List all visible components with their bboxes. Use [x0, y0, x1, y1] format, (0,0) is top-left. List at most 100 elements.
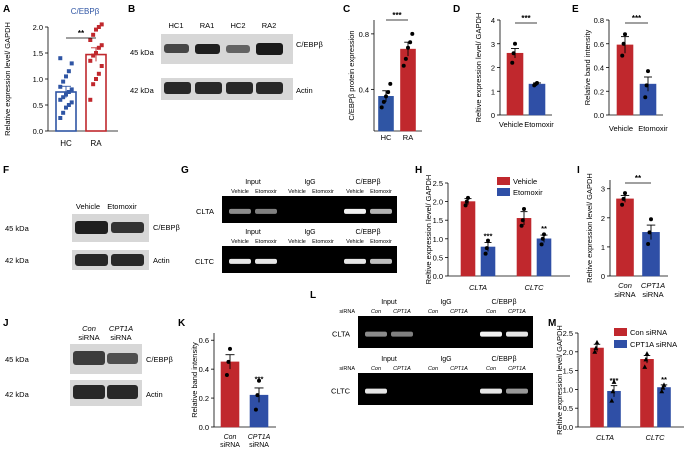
- significance-label: **: [635, 174, 642, 183]
- data-point: [466, 195, 470, 200]
- data-point: [401, 63, 406, 68]
- data-point: [592, 349, 598, 354]
- dna-band: [229, 258, 251, 264]
- data-point: [609, 398, 615, 403]
- bar: [220, 361, 240, 428]
- data-point: [519, 223, 524, 228]
- group-label: C/EBPβ: [355, 179, 380, 186]
- dna-band: [344, 258, 366, 264]
- protein-band: [164, 82, 191, 94]
- lane-label: CPT1A: [393, 366, 411, 372]
- bar: [657, 387, 671, 428]
- panel-letter: E: [572, 4, 579, 15]
- y-axis-label: Reltive expression level/ GAPDH: [585, 173, 594, 283]
- protein-band: [107, 353, 138, 364]
- y-tick-label: 2.5: [563, 329, 573, 338]
- data-point: [594, 339, 600, 345]
- group-label: C/EBPβ: [491, 356, 516, 363]
- protein-band: [226, 45, 250, 53]
- data-point: [61, 110, 66, 115]
- legend-label: Con siRNA: [630, 328, 667, 337]
- gel: [222, 196, 397, 223]
- data-point: [99, 22, 104, 27]
- significance-label: **: [541, 224, 547, 233]
- y-tick-label: 2.5: [433, 179, 443, 188]
- y-tick-label: 0.6: [594, 40, 604, 49]
- lane-label: Vehicle: [76, 202, 100, 211]
- band-label: Actin: [146, 390, 163, 399]
- dna-band: [370, 258, 392, 264]
- lane-label: CPT1A: [109, 324, 133, 333]
- lane-label: Vehicle: [231, 189, 249, 195]
- panel-letter: F: [3, 165, 9, 176]
- x-tick-label: CLTA: [596, 433, 614, 442]
- panel-letter: L: [310, 290, 316, 301]
- data-point: [623, 191, 627, 196]
- protein-band: [75, 254, 108, 266]
- data-point: [99, 43, 104, 48]
- data-point: [659, 388, 665, 394]
- data-point: [388, 81, 393, 86]
- legend-label: CPT1A siRNA: [630, 340, 677, 349]
- data-point: [64, 92, 68, 97]
- dna-band: [365, 388, 387, 394]
- data-point: [520, 218, 525, 223]
- dna-band: [480, 331, 502, 337]
- group-label: IgG: [304, 229, 315, 236]
- band-label: Actin: [296, 86, 313, 95]
- lane-label: CPT1A: [393, 309, 411, 315]
- lane-label: siRNA: [78, 333, 99, 342]
- dna-band: [370, 208, 392, 214]
- lane-label: RA1: [200, 21, 215, 30]
- data-point: [649, 217, 653, 222]
- y-tick-label: 0.8: [594, 16, 604, 25]
- kda-label: 42 kDa: [5, 390, 30, 399]
- data-point: [91, 32, 96, 37]
- bar: [460, 201, 476, 277]
- y-tick-label: 0.0: [563, 423, 573, 432]
- lane-label: Vehicle: [288, 239, 306, 245]
- data-point: [66, 69, 71, 74]
- lane-label: HC1: [168, 21, 183, 30]
- y-axis-label: Relative expression level/ GAPDH: [3, 22, 12, 136]
- y-tick-label: 0.5: [433, 253, 443, 262]
- bar: [640, 359, 654, 428]
- data-point: [623, 32, 627, 37]
- bar: [400, 48, 416, 132]
- significance-label: **: [661, 375, 667, 384]
- panel-letter: D: [453, 4, 460, 15]
- lane-label: CPT1A: [508, 309, 526, 315]
- lane-label: Con: [428, 366, 438, 372]
- data-point: [661, 382, 667, 387]
- sirna-label: siRNA: [339, 309, 355, 315]
- bar: [516, 218, 532, 277]
- data-point: [253, 407, 258, 412]
- data-point: [611, 379, 617, 384]
- lane-label: Etomoxir: [255, 239, 277, 245]
- data-point: [58, 97, 63, 102]
- data-point: [644, 83, 649, 88]
- x-tick-label: siRNA: [642, 290, 663, 299]
- protein-band: [256, 43, 283, 55]
- y-tick-label: 0.0: [199, 423, 209, 432]
- lane-label: CPT1A: [508, 366, 526, 372]
- y-axis-label: Reltive expression level/ GAPDH: [555, 325, 564, 435]
- data-point: [228, 346, 232, 351]
- data-point: [224, 372, 229, 377]
- kda-label: 45 kDa: [5, 224, 30, 233]
- data-point: [410, 31, 415, 36]
- group-label: Input: [245, 229, 261, 236]
- data-point: [620, 53, 625, 58]
- data-point: [88, 38, 93, 42]
- band-label: C/EBPβ: [153, 223, 181, 232]
- legend-swatch: [497, 188, 510, 196]
- data-point: [96, 25, 101, 29]
- row-label: CLTC: [195, 257, 215, 266]
- group-label: Input: [381, 356, 397, 363]
- panel-letter: K: [178, 318, 186, 329]
- lane-label: Con: [82, 324, 96, 333]
- band-label: C/EBPβ: [296, 40, 324, 49]
- data-point: [621, 41, 626, 46]
- data-point: [620, 202, 625, 207]
- bar: [506, 52, 524, 116]
